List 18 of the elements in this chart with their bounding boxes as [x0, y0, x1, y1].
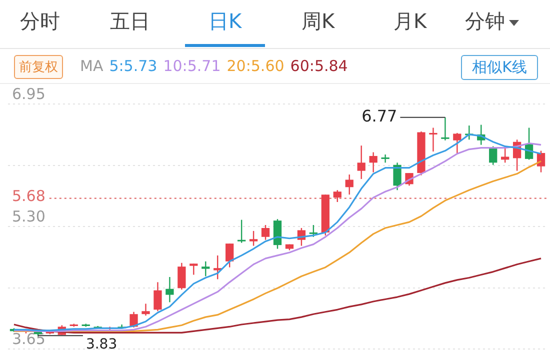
y-tick-label: 5.30	[12, 207, 46, 226]
ref-line-label: 5.68	[12, 187, 46, 206]
annotation: 3.83	[86, 336, 118, 352]
annotation: 6.77	[362, 106, 398, 126]
text: 日K	[208, 8, 242, 35]
text: 相似K线	[461, 55, 538, 80]
y-tick-label: 6.95	[12, 84, 46, 103]
text: 前复权	[14, 55, 63, 79]
text: 五日	[110, 8, 150, 35]
text: 分钟	[465, 8, 506, 35]
text: 月K	[393, 8, 427, 35]
legend-title: MA	[80, 57, 104, 75]
text: 分时	[20, 8, 60, 35]
text: 10:5.71	[163, 57, 221, 75]
text: 5:5.73	[109, 57, 158, 75]
text: 60:5.84	[290, 57, 348, 75]
text: 20:5.60	[226, 57, 284, 75]
text: 周K	[301, 8, 335, 35]
